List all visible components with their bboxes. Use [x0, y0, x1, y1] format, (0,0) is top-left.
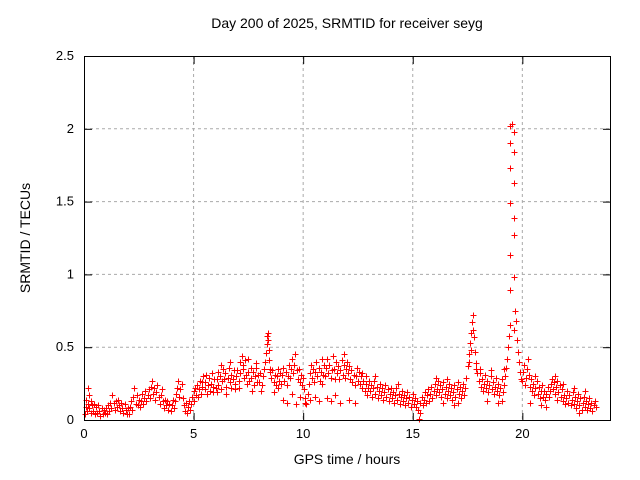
plot-border	[84, 56, 611, 421]
x-tick-label: 20	[515, 426, 529, 441]
y-tick-label: 1	[67, 266, 74, 281]
chart-title: Day 200 of 2025, SRMTID for receiver sey…	[211, 15, 483, 31]
y-tick-label: 0.5	[56, 339, 74, 354]
y-tick-label: 0	[67, 412, 74, 427]
x-tick-label: 15	[406, 426, 420, 441]
y-tick-label: 2	[67, 121, 74, 136]
y-tick-label: 1.5	[56, 194, 74, 209]
x-tick-label: 5	[190, 426, 197, 441]
y-tick-label: 2.5	[56, 48, 74, 63]
data-point-markers	[82, 121, 600, 423]
x-tick-label: 10	[296, 426, 310, 441]
x-axis-label: GPS time / hours	[293, 451, 401, 467]
x-tick-label: 0	[80, 426, 87, 441]
